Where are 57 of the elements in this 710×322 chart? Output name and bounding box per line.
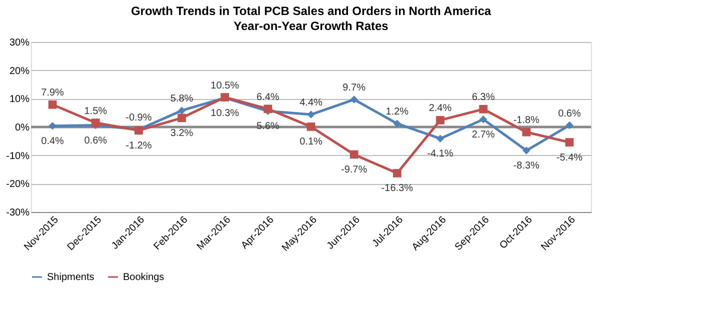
- data-label: 3.2%: [170, 128, 194, 139]
- data-label: 4.4%: [300, 98, 323, 109]
- point: [48, 100, 57, 109]
- point: [392, 169, 402, 178]
- y-tick-label: 30%: [9, 38, 30, 48]
- data-label: -8.3%: [513, 160, 540, 172]
- chart-title: Growth Trends in Total PCB Sales and Orders in North America: [130, 4, 492, 18]
- data-label: 6.3%: [472, 92, 495, 104]
- legend-label: Bookings: [123, 272, 164, 283]
- point: [350, 96, 358, 104]
- point: [436, 134, 444, 142]
- point: [91, 118, 100, 127]
- point: [178, 114, 186, 122]
- data-label: -1.2%: [126, 140, 152, 152]
- data-label: 0.6%: [558, 108, 581, 120]
- y-tick-label: 10%: [9, 94, 30, 106]
- data-label: 0.1%: [300, 136, 323, 148]
- data-label: 5.8%: [170, 94, 194, 105]
- point: [350, 150, 358, 159]
- point: [479, 115, 488, 124]
- point: [522, 128, 531, 136]
- point: [565, 138, 574, 146]
- data-label: 2.4%: [428, 103, 452, 114]
- data-label: 9.7%: [342, 82, 366, 94]
- data-label: 0.4%: [41, 136, 64, 147]
- point: [178, 106, 186, 114]
- legend-label: Shipments: [47, 272, 94, 283]
- data-label: -0.9%: [126, 112, 152, 124]
- point: [48, 122, 56, 130]
- point: [566, 121, 574, 130]
- y-tick-label: -10%: [6, 150, 30, 162]
- point: [479, 104, 488, 114]
- point: [306, 122, 316, 131]
- point: [436, 116, 444, 124]
- point: [307, 110, 315, 118]
- data-label: 0.6%: [84, 135, 108, 146]
- y-tick-label: 20%: [9, 66, 30, 77]
- y-tick-label: -30%: [6, 208, 30, 218]
- data-label: -5.4%: [556, 152, 583, 164]
- chart-subtitle: Year-on-Year Growth Rates: [234, 19, 389, 33]
- data-label: -9.7%: [341, 164, 368, 176]
- data-label: 10.3%: [210, 108, 240, 119]
- data-label: 1.5%: [84, 106, 108, 117]
- data-label: 5.6%: [256, 121, 280, 132]
- point: [522, 146, 530, 154]
- point: [393, 120, 402, 128]
- data-label: 2.7%: [472, 129, 495, 140]
- data-label: -16.3%: [381, 183, 414, 194]
- data-label: -1.8%: [513, 115, 540, 126]
- y-tick-label: 0%: [15, 122, 30, 134]
- y-tick-label: -20%: [6, 179, 30, 190]
- data-label: 1.2%: [386, 106, 409, 118]
- data-label: 6.4%: [256, 92, 280, 103]
- point: [264, 104, 272, 114]
- data-label: 10.5%: [210, 80, 240, 92]
- data-label: 7.9%: [41, 88, 64, 99]
- data-label: -4.1%: [427, 148, 454, 160]
